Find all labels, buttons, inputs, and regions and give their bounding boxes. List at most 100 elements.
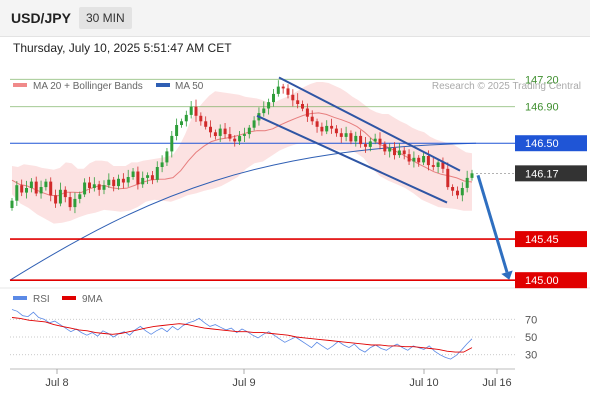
candle-body bbox=[451, 187, 455, 191]
candle-body bbox=[286, 88, 290, 95]
candle-body bbox=[88, 182, 91, 188]
candle-body bbox=[431, 165, 435, 167]
candle-body bbox=[310, 116, 314, 122]
candle-body bbox=[262, 108, 266, 114]
channel-lower-line bbox=[256, 114, 448, 204]
time-tick-label: Jul 9 bbox=[232, 377, 255, 389]
candle-body bbox=[242, 134, 246, 136]
candle-body bbox=[441, 162, 445, 169]
candle-body bbox=[155, 167, 159, 180]
candle-body bbox=[218, 128, 222, 136]
candle-body bbox=[92, 184, 96, 188]
candle-body bbox=[34, 181, 38, 194]
candle-body bbox=[460, 188, 464, 196]
projection-arrow-head bbox=[501, 270, 513, 280]
candle-body bbox=[233, 138, 237, 142]
ma20-legend-swatch bbox=[13, 83, 27, 87]
support-badge bbox=[515, 231, 587, 248]
candle-body bbox=[334, 128, 338, 134]
projection-arrow-shaft bbox=[476, 174, 509, 273]
candle-body bbox=[296, 100, 300, 104]
candles bbox=[10, 80, 474, 214]
rsi-tick-label: 70 bbox=[525, 314, 537, 326]
candle-body bbox=[58, 189, 62, 204]
candle-body bbox=[267, 102, 271, 109]
candle-body bbox=[426, 156, 430, 166]
candle-body bbox=[121, 178, 125, 183]
candle-body bbox=[63, 189, 67, 198]
candle-body bbox=[107, 179, 111, 186]
candle-body bbox=[112, 179, 116, 187]
credit-text: Research © 2025 Trading Central bbox=[432, 81, 581, 92]
candle-body bbox=[10, 200, 14, 208]
candle-body bbox=[339, 133, 343, 137]
pivot-label: 146.50 bbox=[525, 138, 559, 150]
candle-body bbox=[330, 125, 334, 129]
ma9-legend-swatch bbox=[62, 296, 76, 300]
candle-body bbox=[141, 177, 145, 185]
rsi-tick-label: 30 bbox=[525, 350, 537, 362]
candle-body bbox=[175, 125, 179, 136]
candle-body bbox=[29, 181, 33, 188]
time-tick-label: Jul 10 bbox=[409, 377, 438, 389]
support-label: 145.00 bbox=[525, 275, 559, 287]
time-axis: Jul 8 Jul 9 Jul 10 Jul 16 bbox=[45, 369, 512, 389]
candle-body bbox=[146, 175, 150, 178]
price-levels: 147.20 146.90 146.50 146.17 145.45 145.00 bbox=[10, 74, 587, 289]
pivot-badge bbox=[515, 135, 587, 152]
candle-body bbox=[78, 194, 82, 199]
candle-body bbox=[180, 121, 183, 125]
candle-body bbox=[131, 171, 135, 177]
time-tick-label: Jul 8 bbox=[45, 377, 68, 389]
candle-body bbox=[436, 162, 440, 167]
candle-body bbox=[412, 157, 416, 162]
candle-body bbox=[470, 173, 474, 178]
candle-body bbox=[97, 184, 101, 190]
candle-body bbox=[25, 188, 28, 193]
candle-body bbox=[417, 157, 421, 163]
candle-body bbox=[189, 106, 193, 115]
candle-body bbox=[252, 120, 256, 128]
candle-body bbox=[228, 134, 232, 139]
timestamp: Thursday, July 10, 2025 5:51:47 AM CET bbox=[13, 41, 232, 55]
candle-body bbox=[378, 138, 382, 145]
candle-body bbox=[402, 150, 406, 155]
ma50-line bbox=[9, 142, 477, 281]
candle-body bbox=[117, 178, 120, 187]
candle-body bbox=[349, 133, 353, 142]
candle-body bbox=[213, 132, 217, 136]
candle-body bbox=[397, 150, 401, 156]
candle-body bbox=[194, 106, 198, 116]
candle-body bbox=[199, 115, 203, 122]
candle-body bbox=[383, 144, 387, 152]
candle-body bbox=[407, 154, 411, 162]
candle-body bbox=[456, 190, 459, 196]
candle-body bbox=[68, 197, 72, 208]
candle-body bbox=[170, 135, 174, 152]
candle-body bbox=[359, 135, 363, 145]
timeframe-button[interactable]: 30 MIN bbox=[79, 7, 132, 29]
candle-body bbox=[238, 135, 242, 142]
candle-body bbox=[446, 168, 450, 188]
candle-body bbox=[44, 181, 48, 188]
candle-body bbox=[315, 121, 319, 127]
ma20-legend-label: MA 20 + Bollinger Bands bbox=[33, 81, 143, 92]
time-tick-label: Jul 16 bbox=[482, 377, 511, 389]
candle-body bbox=[136, 171, 140, 185]
annotations bbox=[256, 76, 513, 280]
candle-body bbox=[102, 185, 106, 190]
candle-body bbox=[126, 177, 130, 183]
rsi-line bbox=[11, 309, 473, 360]
last-price-badge bbox=[515, 165, 587, 182]
candle-body bbox=[20, 185, 24, 193]
candle-body bbox=[388, 147, 392, 152]
candle-body bbox=[54, 195, 58, 204]
candle-body bbox=[184, 114, 188, 122]
candle-body bbox=[150, 175, 154, 180]
candle-body bbox=[272, 93, 275, 103]
ma9-legend-label: 9MA bbox=[82, 294, 103, 305]
candle-body bbox=[320, 126, 324, 132]
channel-upper-line bbox=[278, 76, 461, 172]
candle-body bbox=[364, 144, 367, 147]
